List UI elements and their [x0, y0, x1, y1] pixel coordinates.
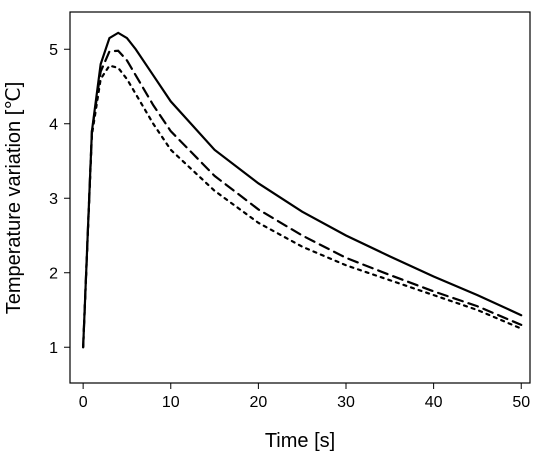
x-tick-label: 10: [162, 394, 180, 411]
y-tick-label: 2: [49, 266, 58, 283]
x-tick-label: 30: [337, 394, 355, 411]
x-tick-label: 50: [512, 394, 530, 411]
x-tick-label: 40: [425, 394, 443, 411]
x-tick-label: 0: [79, 394, 88, 411]
y-tick-label: 1: [49, 340, 58, 357]
y-tick-label: 5: [49, 42, 58, 59]
x-axis-label: Time [s]: [265, 430, 335, 452]
line-series: [82, 64, 523, 349]
y-tick-label: 3: [49, 191, 58, 208]
x-tick-label: 20: [249, 394, 267, 411]
line-series: [82, 49, 523, 349]
plot-frame: [69, 11, 531, 384]
y-tick-label: 4: [49, 117, 58, 134]
y-axis-label: Temperature variation [℃]: [3, 82, 25, 315]
line-series: [82, 31, 523, 349]
